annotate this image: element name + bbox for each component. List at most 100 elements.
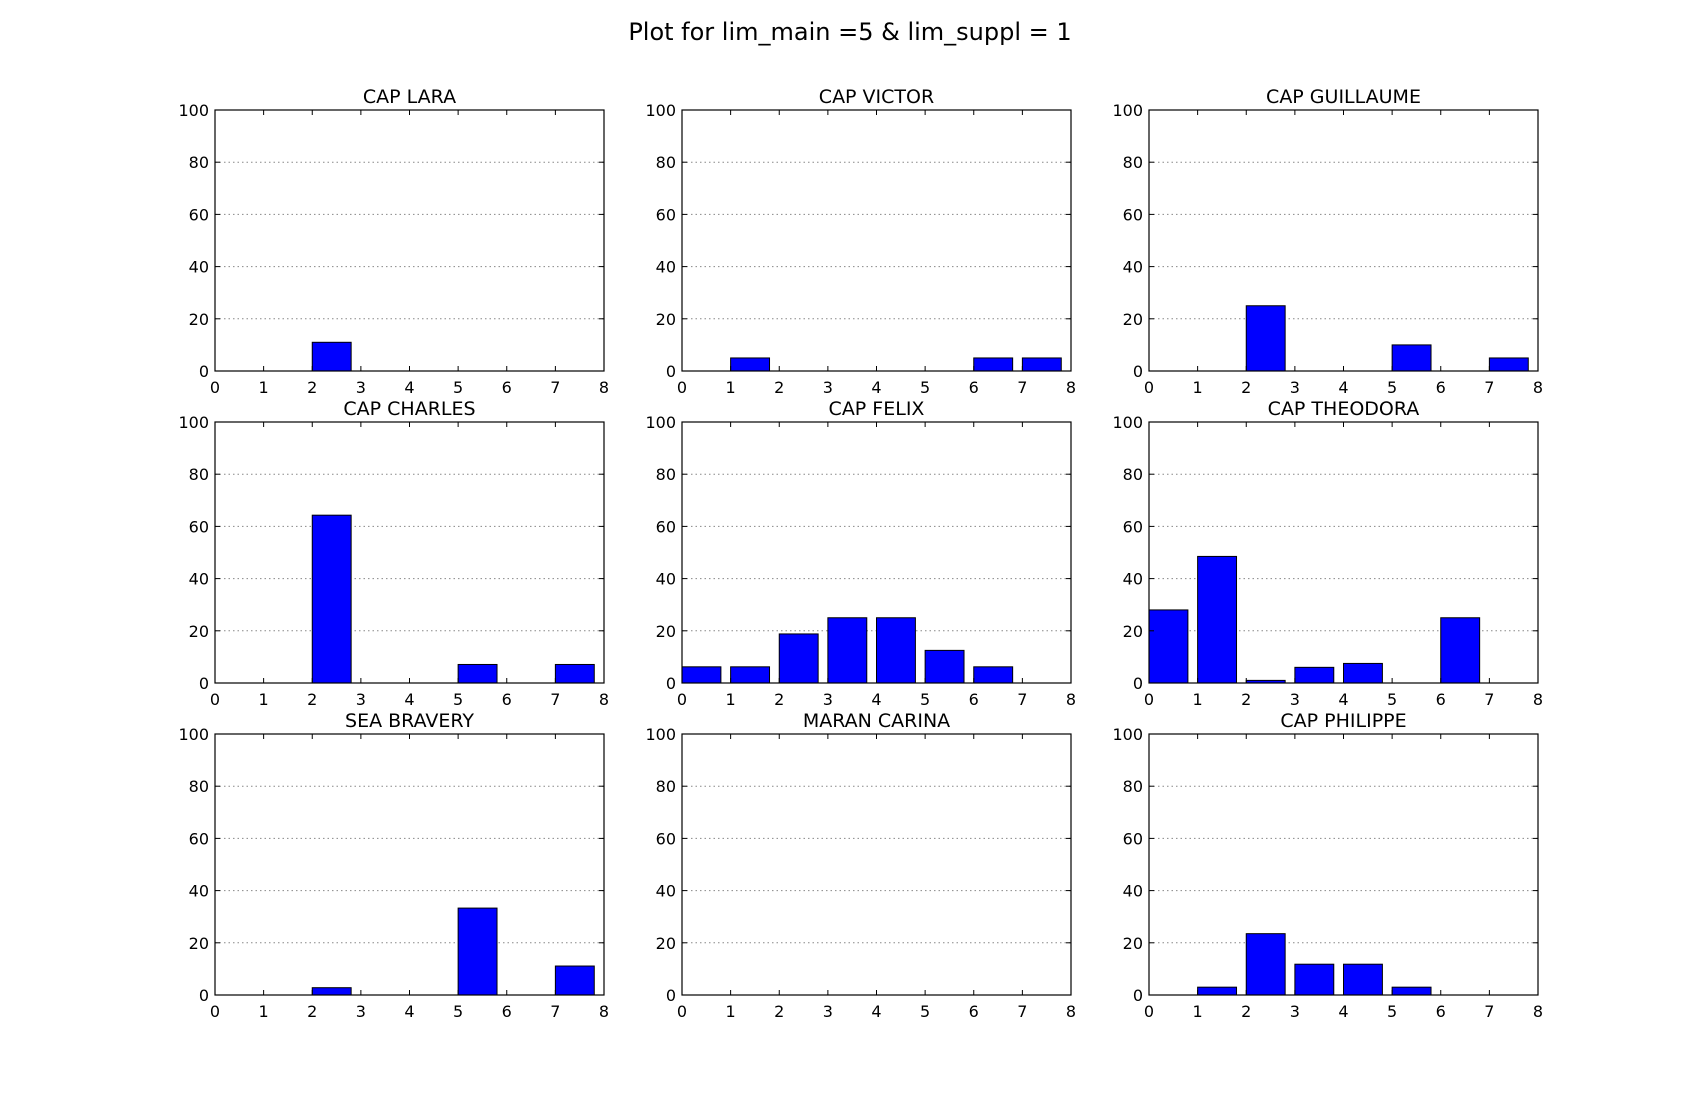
x-tick-label: 3 <box>356 1002 366 1021</box>
plot-area <box>1149 734 1538 995</box>
x-tick-label: 1 <box>726 378 736 397</box>
x-tick-label: 0 <box>210 690 220 709</box>
x-tick-label: 6 <box>969 690 979 709</box>
y-tick-label: 20 <box>656 934 676 953</box>
x-tick-label: 5 <box>920 1002 930 1021</box>
bar <box>1245 933 1286 996</box>
y-tick-label: 60 <box>656 517 676 536</box>
x-tick-label: 1 <box>259 378 269 397</box>
subplot-title: CAP FELIX <box>829 398 925 420</box>
y-tick-label: 0 <box>666 986 676 1005</box>
y-tick-label: 80 <box>656 153 676 172</box>
y-tick-label: 20 <box>189 310 209 329</box>
x-tick-label: 3 <box>356 690 366 709</box>
bar <box>1294 963 1335 996</box>
y-tick-label: 60 <box>189 205 209 224</box>
subplot-title: MARAN CARINA <box>803 710 950 732</box>
x-tick-label: 5 <box>920 378 930 397</box>
y-tick-label: 40 <box>1123 258 1143 277</box>
x-tick-label: 7 <box>550 1002 560 1021</box>
x-tick-label: 7 <box>550 690 560 709</box>
x-tick-label: 5 <box>453 1002 463 1021</box>
bar <box>1148 609 1189 684</box>
x-tick-label: 2 <box>307 690 317 709</box>
bar <box>681 666 722 684</box>
x-tick-label: 4 <box>871 1002 881 1021</box>
y-tick-label: 80 <box>1123 777 1143 796</box>
x-tick-label: 3 <box>356 378 366 397</box>
plot-area <box>215 734 604 995</box>
y-tick-label: 0 <box>199 362 209 381</box>
bar <box>1343 662 1383 684</box>
x-tick-label: 4 <box>404 1002 414 1021</box>
bar <box>311 987 352 996</box>
y-tick-label: 80 <box>656 777 676 796</box>
x-tick-label: 5 <box>920 690 930 709</box>
y-tick-label: 20 <box>1123 310 1143 329</box>
subplot-title: CAP GUILLAUME <box>1266 86 1421 108</box>
plot-frame <box>1148 109 1539 372</box>
x-tick-label: 4 <box>1338 1002 1348 1021</box>
y-tick-label: 40 <box>189 570 209 589</box>
x-tick-label: 6 <box>969 378 979 397</box>
plot-area <box>682 734 1071 995</box>
x-tick-label: 1 <box>259 1002 269 1021</box>
y-tick-label: 20 <box>1123 934 1143 953</box>
y-tick-label: 0 <box>666 674 676 693</box>
y-tick-label: 100 <box>178 413 209 432</box>
x-tick-label: 4 <box>404 378 414 397</box>
y-tick-label: 20 <box>1123 622 1143 641</box>
y-tick-label: 60 <box>189 829 209 848</box>
x-tick-label: 3 <box>823 378 833 397</box>
x-tick-label: 0 <box>210 1002 220 1021</box>
x-tick-label: 8 <box>1066 1002 1076 1021</box>
y-tick-label: 20 <box>656 310 676 329</box>
x-tick-label: 0 <box>1144 378 1154 397</box>
x-tick-label: 6 <box>969 1002 979 1021</box>
x-tick-label: 1 <box>726 1002 736 1021</box>
plot-frame <box>681 109 1072 372</box>
y-tick-label: 80 <box>1123 465 1143 484</box>
x-tick-label: 0 <box>677 378 687 397</box>
x-tick-label: 6 <box>502 1002 512 1021</box>
subplot-title: SEA BRAVERY <box>345 710 474 732</box>
x-tick-label: 3 <box>1290 1002 1300 1021</box>
x-tick-label: 0 <box>1144 690 1154 709</box>
y-tick-label: 0 <box>1133 986 1143 1005</box>
y-tick-label: 100 <box>178 725 209 744</box>
bar <box>457 663 498 684</box>
x-tick-label: 6 <box>1436 378 1446 397</box>
x-tick-label: 5 <box>453 378 463 397</box>
bar <box>1391 986 1432 996</box>
x-tick-label: 2 <box>307 378 317 397</box>
bar <box>1294 666 1335 684</box>
y-tick-label: 100 <box>645 413 676 432</box>
figure-title: Plot for lim_main =5 & lim_suppl = 1 <box>628 18 1071 46</box>
bar <box>554 965 595 996</box>
x-tick-label: 0 <box>210 378 220 397</box>
subplot-title: CAP LARA <box>363 86 456 108</box>
bar <box>457 907 498 996</box>
y-tick-label: 40 <box>1123 882 1143 901</box>
y-tick-label: 40 <box>189 882 209 901</box>
y-tick-label: 0 <box>666 362 676 381</box>
y-tick-label: 0 <box>199 986 209 1005</box>
y-tick-label: 0 <box>199 674 209 693</box>
bar <box>1245 305 1286 372</box>
plot-frame <box>214 109 605 372</box>
y-tick-label: 80 <box>656 465 676 484</box>
x-tick-label: 7 <box>1017 378 1027 397</box>
subplot-title: CAP THEODORA <box>1268 398 1420 420</box>
y-tick-label: 20 <box>189 622 209 641</box>
x-tick-label: 0 <box>677 1002 687 1021</box>
y-tick-label: 80 <box>189 153 209 172</box>
x-tick-label: 5 <box>453 690 463 709</box>
bar <box>311 341 352 372</box>
x-tick-label: 2 <box>1241 690 1251 709</box>
x-tick-label: 2 <box>1241 378 1251 397</box>
y-tick-label: 100 <box>645 725 676 744</box>
y-tick-label: 40 <box>656 258 676 277</box>
x-tick-label: 1 <box>1193 690 1203 709</box>
